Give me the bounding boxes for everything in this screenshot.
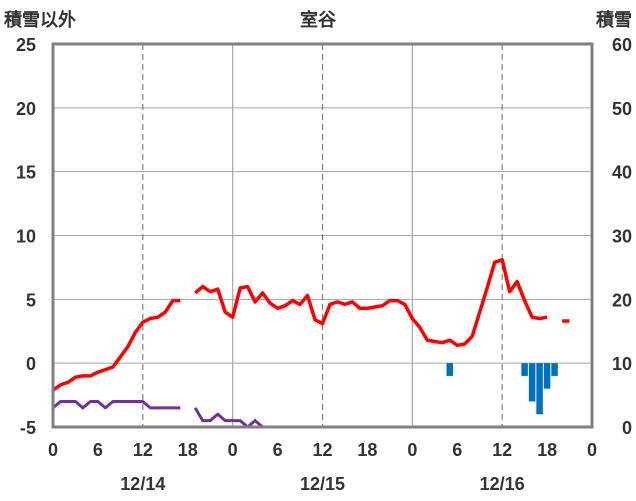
temperature-line <box>194 258 548 348</box>
x-tick-label: 18 <box>178 440 198 460</box>
plot-frame <box>51 42 594 429</box>
wind-line <box>193 407 548 429</box>
y-left-tick-label: -5 <box>20 418 36 438</box>
left-axis-label: 積雪以外 <box>3 9 76 30</box>
precipitation-bar <box>528 363 536 402</box>
date-label: 12/15 <box>300 474 345 494</box>
x-tick-label: 18 <box>537 440 557 460</box>
x-tick-label: 12 <box>312 440 332 460</box>
y-right-tick-label: 0 <box>622 418 632 438</box>
date-label: 12/14 <box>120 474 165 494</box>
y-left-tick-label: 20 <box>16 99 36 119</box>
y-right-tick-label: 50 <box>612 99 632 119</box>
precipitation-bars <box>446 363 558 415</box>
y-right-tick-label: 30 <box>612 227 632 247</box>
y-left-tick-label: 15 <box>16 163 36 183</box>
y-right-tick-label: 20 <box>612 290 632 310</box>
x-tick-label: 0 <box>407 440 417 460</box>
grid-layer <box>53 44 592 427</box>
y-left-tick-label: 5 <box>26 290 36 310</box>
y-right-tick-label: 60 <box>612 35 632 55</box>
right-axis-label: 積雪 <box>595 9 632 30</box>
y-right-tick-label: 40 <box>612 163 632 183</box>
date-label: 12/16 <box>480 474 525 494</box>
series-lines <box>52 258 570 429</box>
x-tick-label: 12 <box>492 440 512 460</box>
x-tick-label: 0 <box>228 440 238 460</box>
y-left-tick-label: 25 <box>16 35 36 55</box>
precipitation-bar <box>536 363 543 415</box>
x-tick-label: 18 <box>357 440 377 460</box>
x-tick-label: 12 <box>133 440 153 460</box>
x-tick-label: 6 <box>452 440 462 460</box>
precipitation-bar <box>521 363 528 376</box>
y-right-tick-label: 10 <box>612 354 632 374</box>
chart-title: 室谷 <box>300 9 337 30</box>
y-left-tick-label: 0 <box>26 354 36 374</box>
wind-line <box>52 400 181 410</box>
x-tick-label: 0 <box>587 440 597 460</box>
y-left-tick-label: 10 <box>16 227 36 247</box>
x-tick-label: 6 <box>93 440 103 460</box>
x-tick-label: 6 <box>273 440 283 460</box>
temperature-line <box>52 298 181 392</box>
precipitation-bar <box>551 363 558 376</box>
precipitation-bar <box>543 363 551 389</box>
precipitation-bar <box>446 363 454 376</box>
x-tick-label: 0 <box>48 440 58 460</box>
